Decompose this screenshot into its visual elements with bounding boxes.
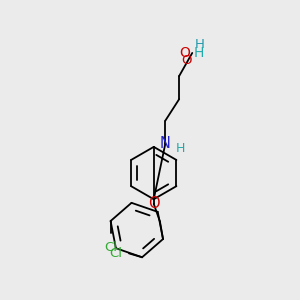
Text: Cl: Cl [109, 247, 122, 260]
Text: O: O [148, 196, 160, 211]
Text: H: H [195, 38, 204, 51]
Text: O: O [179, 46, 190, 60]
Text: Cl: Cl [104, 241, 117, 254]
Text: H: H [194, 46, 204, 60]
Text: N: N [160, 136, 171, 151]
Text: H: H [176, 142, 185, 155]
Text: O: O [181, 54, 191, 67]
